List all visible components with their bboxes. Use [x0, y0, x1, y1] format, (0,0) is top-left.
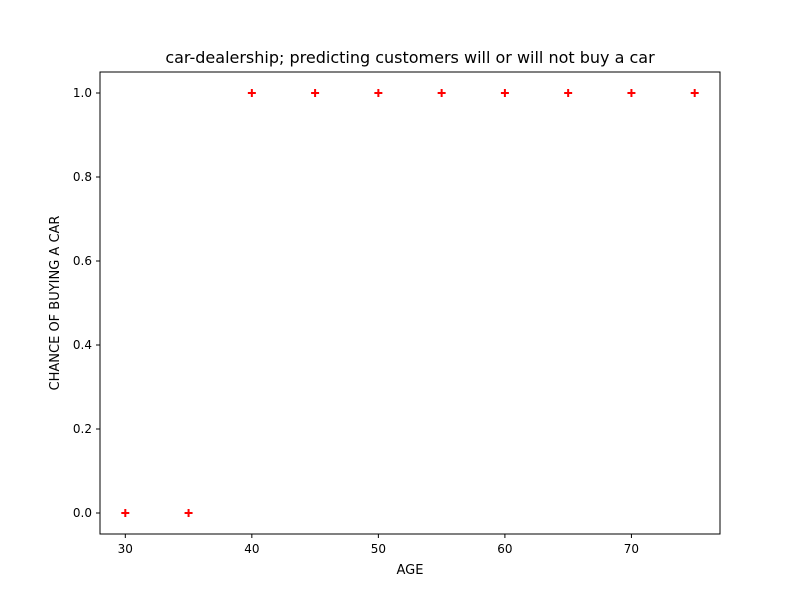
y-tick-label: 0.2: [73, 422, 92, 436]
data-point-marker: [247, 89, 256, 97]
data-point-marker: [564, 89, 573, 97]
data-point-marker: [184, 509, 193, 517]
y-tick-label: 0.0: [73, 506, 92, 520]
chart-title: car-dealership; predicting customers wil…: [165, 48, 655, 67]
data-point-marker: [121, 509, 130, 517]
data-point-marker: [311, 89, 320, 97]
data-points: [121, 89, 699, 517]
y-tick-label: 1.0: [73, 86, 92, 100]
x-tick-label: 40: [244, 542, 259, 556]
data-point-marker: [690, 89, 699, 97]
x-axis-ticks: 30 40 50 60 70: [118, 534, 639, 556]
data-point-marker: [500, 89, 509, 97]
y-axis-label: CHANCE OF BUYING A CAR: [48, 216, 63, 391]
data-point-marker: [437, 89, 446, 97]
y-tick-label: 0.8: [73, 170, 92, 184]
x-tick-label: 50: [371, 542, 386, 556]
y-tick-label: 0.6: [73, 254, 92, 268]
y-tick-label: 0.4: [73, 338, 92, 352]
x-tick-label: 60: [497, 542, 512, 556]
plot-area-frame: [99, 71, 721, 535]
data-point-marker: [627, 89, 636, 97]
x-tick-label: 70: [624, 542, 639, 556]
x-tick-label: 30: [118, 542, 133, 556]
x-axis-label: AGE: [397, 563, 424, 578]
y-axis-ticks: 0.0 0.2 0.4 0.6 0.8 1.0: [73, 86, 100, 520]
data-point-marker: [374, 89, 383, 97]
